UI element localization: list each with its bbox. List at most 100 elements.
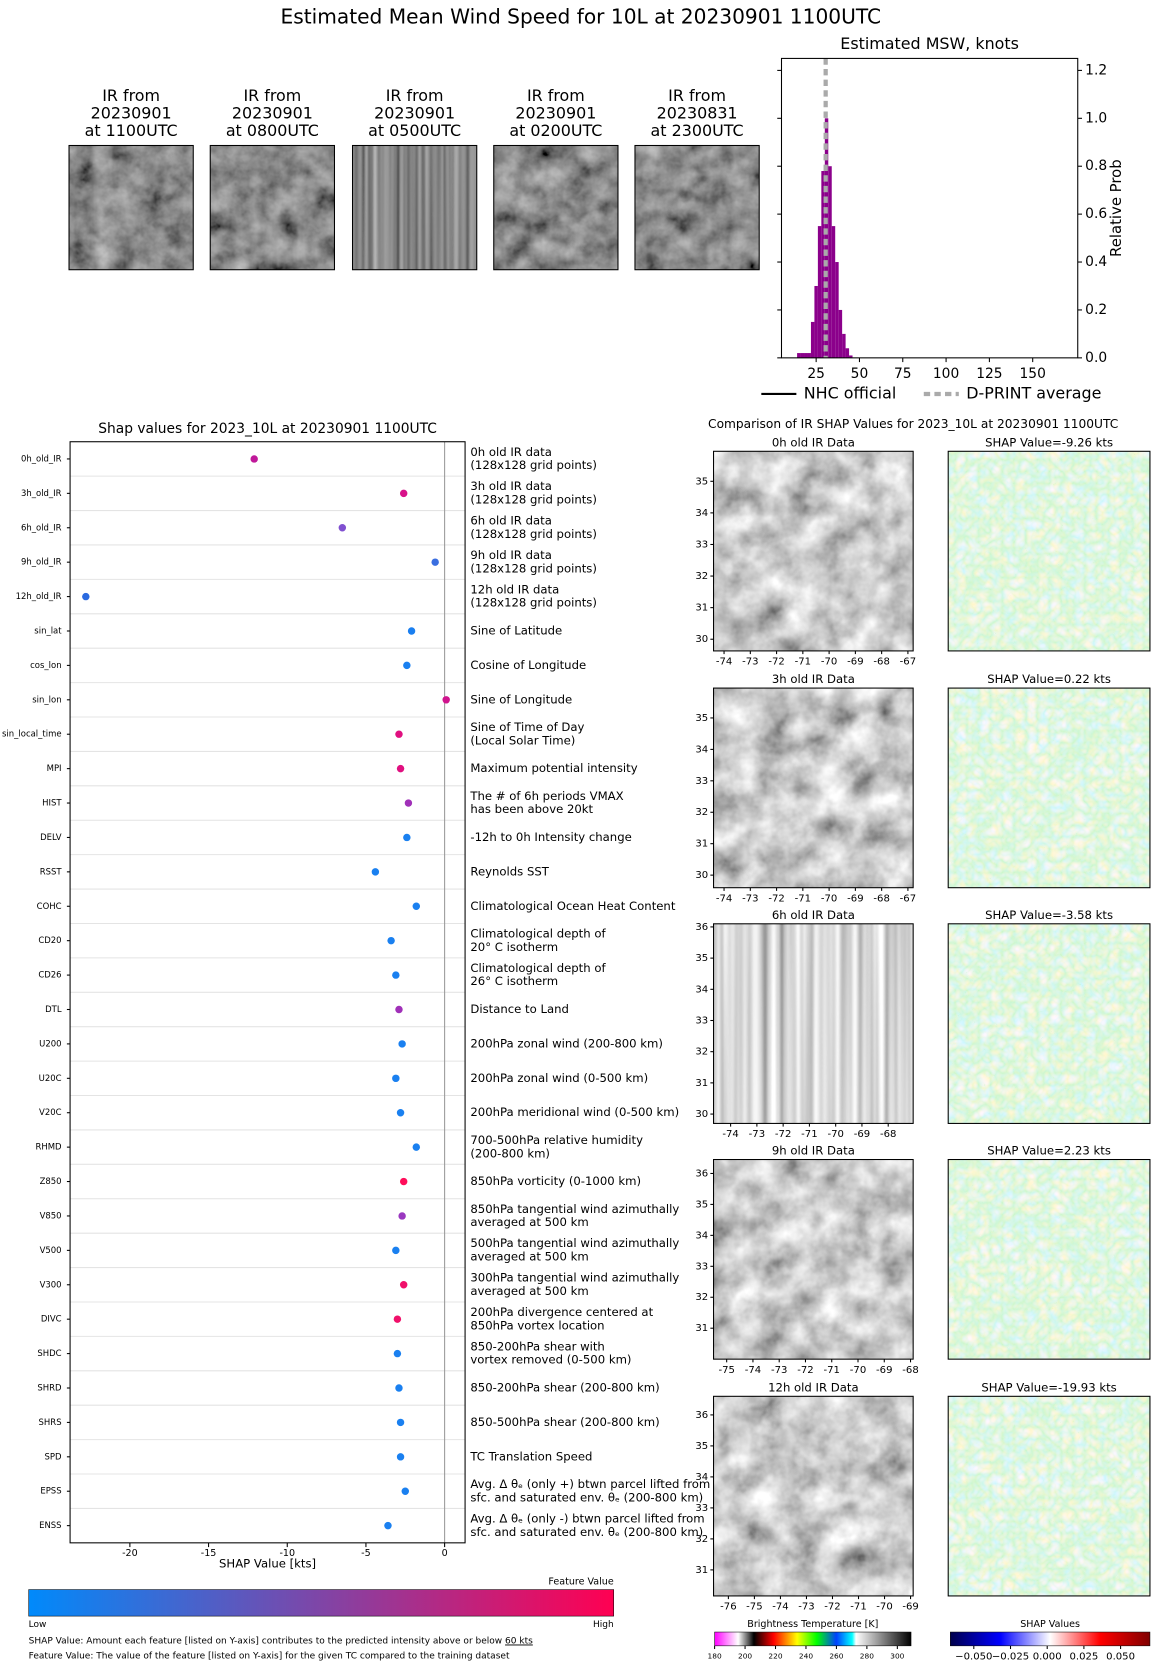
thumbnail-frame — [209, 144, 336, 271]
shap-panel-title: SHAP Value=0.22 kts — [987, 672, 1111, 686]
lat-tick-label: 36 — [695, 1168, 708, 1179]
colorbar-high: High — [593, 1620, 614, 1630]
thumbnail-caption: IR from — [527, 86, 585, 105]
lat-tick-label: 36 — [695, 1410, 708, 1421]
histogram-bar — [804, 353, 808, 358]
lat-tick-label: 31 — [695, 1323, 708, 1334]
thumbnail-frame — [634, 144, 760, 271]
chart-title: Shap values for 2023_10L at 20230901 110… — [98, 421, 437, 437]
shap-dot — [399, 489, 408, 498]
shap-panel-title: SHAP Value=-19.93 kts — [981, 1380, 1116, 1394]
lon-tick-label: -67 — [900, 657, 916, 668]
lon-tick-label: -73 — [771, 1365, 787, 1376]
histogram-bar — [842, 333, 846, 358]
shap-dot — [393, 1315, 402, 1323]
footnote-part: 60 kts — [505, 1636, 533, 1646]
shap-dot — [431, 558, 439, 566]
ir-thumbnail — [493, 145, 618, 270]
shap-dot — [401, 1487, 409, 1495]
lat-tick-label: 34 — [695, 1472, 708, 1483]
lat-tick-label: 32 — [695, 1534, 708, 1545]
lat-tick-label: 35 — [695, 476, 708, 487]
shap-dot — [82, 592, 90, 601]
lon-tick-label: -69 — [876, 1365, 892, 1376]
shap-dot — [399, 1281, 408, 1289]
x-tick-label: 0 — [442, 1548, 448, 1559]
lon-tick-label: -75 — [718, 1365, 734, 1376]
lon-tick-label: -73 — [742, 657, 758, 668]
thumbnail-caption: at 0800UTC — [226, 121, 319, 140]
histogram-bar — [797, 353, 801, 358]
feature-description: 0h old IR data — [470, 445, 551, 459]
feature-description: 12h old IR data — [470, 582, 559, 596]
feature-description: 20° C isotherm — [470, 940, 558, 954]
shap-dot — [396, 1109, 405, 1117]
feature-description: 850hPa vorticity (0-1000 km) — [470, 1174, 641, 1188]
lon-tick-label: -68 — [873, 893, 889, 904]
feature-description: 200hPa divergence centered at — [470, 1305, 653, 1319]
lat-tick-label: 33 — [695, 1015, 708, 1026]
lon-tick-label: -70 — [821, 893, 837, 904]
thumbnail-frame — [493, 144, 619, 271]
feature-description: 6h old IR data — [470, 514, 551, 528]
ir-map — [713, 688, 914, 888]
colorbar-tick-label: 300 — [890, 1651, 904, 1660]
lon-tick-label: -73 — [798, 1602, 814, 1613]
colorbar-title: Feature Value — [548, 1577, 613, 1588]
lon-tick-label: -70 — [876, 1602, 892, 1613]
shap-dot — [442, 696, 450, 704]
shap-dot — [371, 868, 380, 876]
colorbar-low: Low — [29, 1620, 47, 1630]
footnote-part: SHAP Value: Amount each feature [listed … — [29, 1636, 505, 1646]
shap-dot — [396, 1418, 405, 1427]
lon-tick-label: -69 — [847, 893, 863, 904]
feature-label: CD20 — [38, 936, 61, 946]
x-axis-label: SHAP Value [kts] — [219, 1557, 316, 1571]
y-tick-label: 0.0 — [1085, 350, 1107, 366]
panel-frame — [947, 1158, 1151, 1360]
lat-tick-label: 32 — [695, 1292, 708, 1303]
lat-tick-label: 35 — [695, 713, 708, 724]
shap-map — [948, 1396, 1150, 1596]
feature-description: 500hPa tangential wind azimuthally — [470, 1236, 679, 1250]
thumbnail-caption: IR from — [243, 86, 301, 105]
thumbnail-caption: 20230901 — [515, 104, 596, 123]
panel-frame — [947, 1395, 1151, 1597]
feature-description: 3h old IR data — [470, 479, 551, 493]
feature-label: DIVC — [41, 1315, 62, 1325]
ir-panel-title: 12h old IR Data — [768, 1380, 858, 1394]
shap-panel-title: SHAP Value=-9.26 kts — [985, 435, 1113, 449]
feature-description: 850-200hPa shear (200-800 km) — [470, 1381, 659, 1395]
feature-description: averaged at 500 km — [470, 1215, 588, 1229]
shap-dot — [399, 1177, 408, 1186]
colorbar-tick-label: 180 — [708, 1651, 722, 1660]
lon-tick-label: -70 — [850, 1365, 866, 1376]
shap-dot — [384, 1521, 392, 1530]
shap-dot — [392, 1074, 400, 1083]
lon-tick-label: -75 — [746, 1602, 762, 1613]
feature-label: sin_lon — [32, 695, 61, 705]
panel-frame — [947, 923, 1151, 1124]
lat-tick-label: 33 — [695, 1503, 708, 1514]
shap-dot — [392, 1246, 400, 1255]
histogram-bar — [817, 226, 822, 358]
lon-tick-label: -72 — [824, 1602, 840, 1613]
panel-frame — [947, 450, 1151, 652]
colorbar-tick-label: 260 — [829, 1651, 843, 1660]
lon-tick-label: -73 — [742, 893, 758, 904]
feature-description: sfc. and saturated env. θₑ (200-800 km) — [470, 1490, 703, 1504]
y-tick-label: 0.6 — [1085, 206, 1107, 222]
shap-dot — [403, 661, 411, 670]
thumbnail-caption: IR from — [102, 86, 160, 105]
feature-description: sfc. and saturated env. θₑ (200-800 km) — [470, 1525, 703, 1539]
feature-label: COHC — [37, 902, 62, 912]
histogram-bar — [838, 309, 843, 358]
lon-tick-label: -70 — [821, 657, 837, 668]
feature-description: 26° C isotherm — [470, 974, 558, 988]
shap-dot — [392, 971, 400, 979]
shap-dot — [396, 764, 405, 773]
x-tick-label: -20 — [122, 1548, 138, 1559]
lat-tick-label: 33 — [695, 776, 708, 787]
footnote: Feature Value: The value of the feature … — [29, 1651, 510, 1661]
